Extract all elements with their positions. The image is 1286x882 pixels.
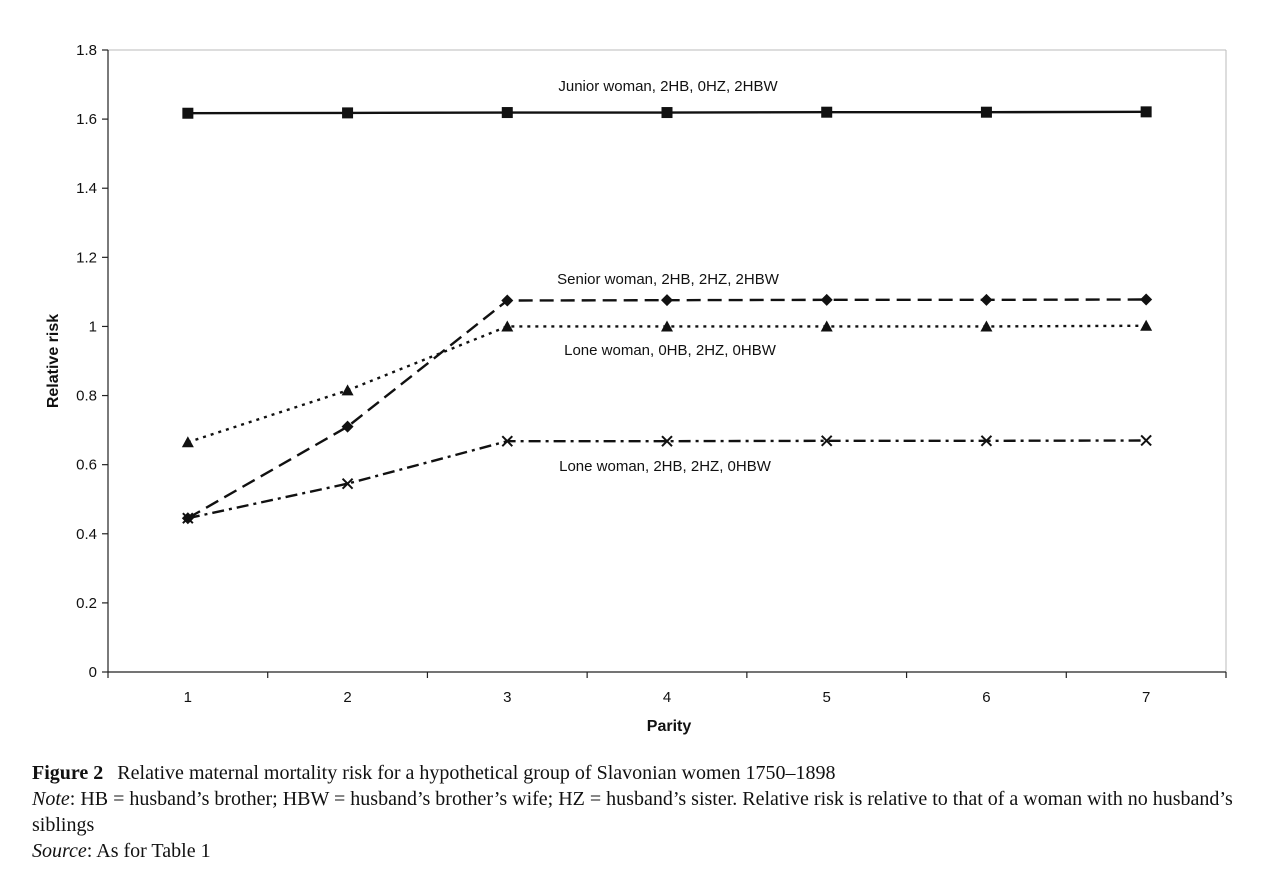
diamond-marker (661, 294, 673, 307)
x-tick-label: 6 (982, 689, 990, 706)
x-marker (821, 435, 833, 447)
square-marker (1140, 106, 1152, 118)
series-label: Lone woman, 0HB, 2HZ, 0HBW (564, 342, 777, 359)
diamond-marker (1140, 293, 1153, 306)
x-tick-label: 1 (184, 689, 192, 706)
caption-source: Source: As for Table 1 (32, 838, 1262, 864)
x-tick-label: 7 (1142, 689, 1150, 706)
y-tick-label: 1.4 (76, 180, 97, 197)
triangle-marker (980, 320, 993, 332)
x-marker-stroke (501, 435, 513, 447)
series-label: Lone woman, 2HB, 2HZ, 0HBW (559, 458, 772, 475)
figure-number: Figure 2 (32, 762, 104, 784)
square-marker (182, 107, 194, 119)
caption-title-line: Figure 2 Relative maternal mortality risk… (32, 760, 1262, 786)
y-axis: 0 0.2 0.4 0.6 0.8 1 1.2 1.4 1.6 1.8 (76, 42, 109, 681)
square-marker (661, 107, 673, 119)
y-tick-label: 0 (89, 664, 97, 681)
x-marker-stroke (821, 435, 833, 447)
caption-note: Note: HB = husband’s brother; HBW = husb… (32, 786, 1262, 838)
diamond-marker (341, 420, 354, 433)
triangle-marker (1140, 319, 1153, 331)
y-tick-label: 1.8 (76, 42, 97, 59)
square-marker (980, 106, 992, 118)
y-axis-title: Relative risk (45, 314, 62, 408)
x-tick-label: 3 (503, 689, 511, 706)
x-tick-label: 5 (823, 689, 831, 706)
note-label: Note (32, 788, 70, 810)
square-marker (342, 107, 354, 119)
square-marker (501, 107, 513, 119)
caption-title: Relative maternal mortality risk for a h… (117, 762, 836, 784)
x-marker (661, 435, 673, 447)
y-tick-label: 0.4 (76, 526, 97, 543)
diamond-marker (980, 293, 993, 306)
y-tick-label: 1.6 (76, 111, 97, 128)
y-tick-label: 1.2 (76, 249, 97, 266)
x-marker-stroke (182, 512, 194, 524)
x-marker (980, 435, 993, 447)
figure-caption: Figure 2 Relative maternal mortality risk… (32, 760, 1262, 864)
diamond-marker (501, 294, 514, 307)
series-label: Junior woman, 2HB, 0HZ, 2HBW (558, 78, 778, 95)
x-axis: 1 2 3 4 5 6 7 (107, 671, 1227, 706)
x-tick-label: 4 (663, 689, 671, 706)
note-text: : HB = husband’s brother; HBW = husband’… (32, 788, 1233, 836)
source-text: : As for Table 1 (86, 840, 211, 862)
triangle-marker (341, 384, 354, 396)
square-marker (821, 106, 833, 118)
series-3: Lone woman, 0HB, 2HZ, 0HBW (181, 319, 1153, 448)
x-marker (501, 435, 513, 447)
triangle-marker (181, 436, 194, 448)
x-marker (1140, 434, 1152, 447)
x-marker-stroke (980, 435, 993, 447)
x-marker (341, 477, 354, 490)
y-tick-label: 0.6 (76, 457, 97, 474)
series-layer: Junior woman, 2HB, 0HZ, 2HBW Senior woman… (181, 78, 1153, 525)
x-marker-stroke (1140, 434, 1152, 447)
diamond-marker (820, 293, 833, 306)
triangle-marker (501, 320, 514, 332)
series-label: Senior woman, 2HB, 2HZ, 2HBW (557, 271, 780, 288)
y-tick-label: 1 (89, 318, 97, 335)
triangle-marker (661, 320, 673, 332)
series-1: Junior woman, 2HB, 0HZ, 2HBW (182, 78, 1152, 119)
x-marker-stroke (341, 477, 354, 490)
plot-area (108, 49, 1227, 672)
x-marker (182, 512, 194, 524)
x-tick-label: 2 (343, 689, 351, 706)
triangle-marker (820, 320, 833, 332)
source-label: Source (32, 840, 87, 862)
y-tick-label: 0.2 (76, 595, 97, 612)
series-line (187, 439, 1147, 520)
x-axis-title: Parity (647, 718, 692, 735)
series-line (187, 298, 1147, 520)
x-marker-stroke (661, 435, 673, 447)
y-tick-label: 0.8 (76, 388, 97, 405)
series-4: Lone woman, 2HB, 2HZ, 0HBW (182, 434, 1152, 524)
